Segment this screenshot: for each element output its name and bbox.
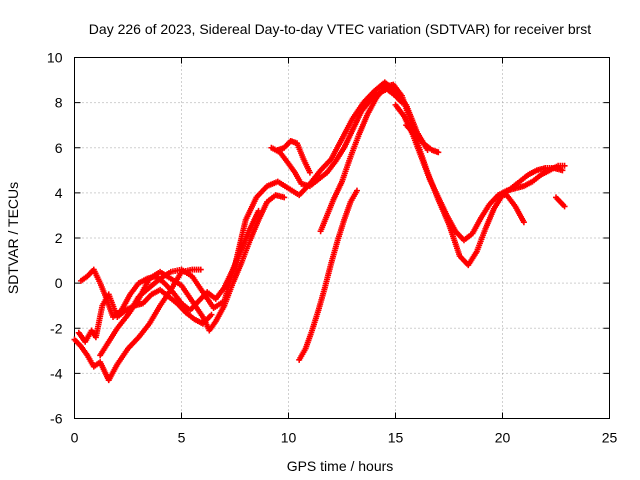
series-track-8 [296,187,360,363]
data-point [561,203,568,210]
y-tick-label: -6 [50,411,63,427]
y-axis-label: SDTVAR / TECUs [5,182,21,294]
data-point [353,187,360,194]
data-point [208,311,215,318]
series-track-10 [392,101,527,244]
y-tick-label: 4 [55,185,63,201]
series-track-3 [77,207,262,320]
x-tick-label: 25 [602,430,618,446]
chart-title: Day 226 of 2023, Sidereal Day-to-day VTE… [89,21,591,37]
series-track-13 [553,194,568,210]
y-tick-label: 6 [55,140,63,156]
plot-frame [74,57,610,419]
y-tick-label: -2 [50,320,63,336]
series-track-12 [403,122,442,156]
y-tick-label: -4 [50,365,63,381]
series-track-2 [75,286,215,345]
x-tick-label: 15 [388,430,404,446]
data-point [281,194,288,201]
y-tick-label: 2 [55,230,63,246]
y-tick-label: 0 [55,275,63,291]
data-point [520,219,527,226]
y-tick-label: 8 [55,95,63,111]
x-axis-ticks: 0 5 10 15 20 25 [71,57,618,446]
series-track-4 [97,192,288,359]
series-track-11 [495,162,568,199]
data-points [71,79,568,384]
series-track-9 [317,81,566,269]
y-tick-label: 10 [47,50,63,66]
data-point [197,266,204,273]
data-point [306,169,313,176]
data-point [435,149,442,156]
series-track-7 [274,137,313,176]
x-tick-label: 10 [281,430,297,446]
data-point [561,162,568,169]
x-tick-label: 20 [495,430,511,446]
x-axis-label: GPS time / hours [287,458,394,474]
x-tick-label: 0 [71,430,79,446]
x-tick-label: 5 [178,430,186,446]
grid-lines [74,57,610,419]
